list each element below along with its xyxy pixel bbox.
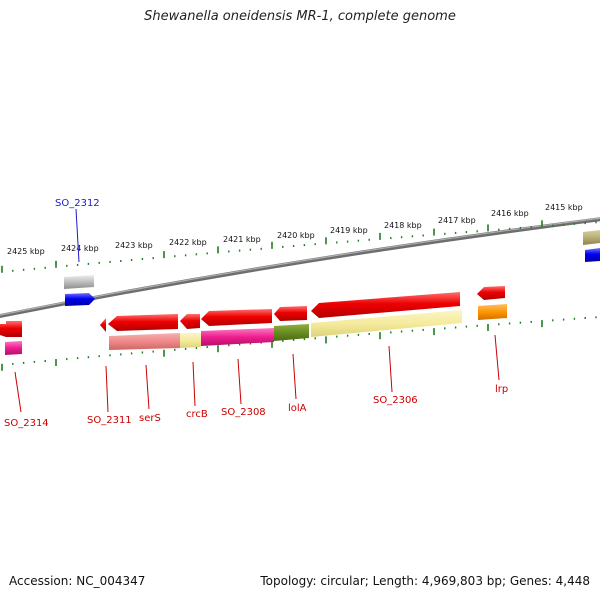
leader-so2314 [14, 371, 22, 413]
kbp-label: 2415 kbp [545, 203, 583, 212]
topology-text: Topology: circular; Length: 4,969,803 bp… [260, 574, 590, 588]
gene-so2306-feature[interactable] [311, 310, 462, 337]
inner-tick-ring [1, 316, 597, 371]
label-leader-lines [14, 208, 500, 413]
leader-sers [145, 364, 150, 410]
label-so2311[interactable]: SO_2311 [87, 415, 132, 426]
forward-strand-genes [64, 230, 600, 306]
gene-lrp-feature[interactable] [478, 304, 507, 320]
gene-so2311-arrow[interactable] [100, 318, 106, 332]
leader-so2312 [75, 208, 80, 263]
kbp-label: 2422 kbp [169, 238, 207, 247]
gene-sers-arrow[interactable] [108, 314, 178, 331]
gene-so2308-feature[interactable] [201, 328, 274, 346]
map-title: Shewanella oneidensis MR-1, complete gen… [144, 9, 456, 24]
outer-tick-ring [1, 220, 597, 273]
leader-crcb [192, 361, 196, 407]
reverse-strand-genes [0, 286, 507, 355]
label-so2306[interactable]: SO_2306 [373, 395, 418, 406]
label-so2312[interactable]: SO_2312 [55, 198, 100, 209]
kbp-label: 2419 kbp [330, 226, 368, 235]
kbp-label: 2420 kbp [277, 231, 315, 240]
gene-crcb-arrow[interactable] [180, 314, 200, 329]
gene-crcb-feature[interactable] [180, 333, 201, 348]
gene-sers-feature[interactable] [109, 333, 180, 350]
label-so2308[interactable]: SO_2308 [221, 407, 266, 418]
kbp-label: 2418 kbp [384, 221, 422, 230]
gene-iola-feature[interactable] [274, 324, 309, 341]
leader-so2308 [237, 358, 242, 405]
leader-so2311 [105, 365, 109, 413]
accession-text: Accession: NC_004347 [9, 574, 146, 588]
gene-labels: SO_2312 SO_2314 SO_2311 serS crcB SO_230… [4, 198, 508, 429]
gene-so2314-arrow[interactable] [0, 321, 22, 337]
gene-so2308-arrow[interactable] [201, 309, 272, 326]
gene-so2314-feature[interactable] [5, 341, 22, 355]
label-iola[interactable]: lolA [288, 403, 307, 414]
kbp-label: 2421 kbp [223, 235, 261, 244]
gene-iola-arrow[interactable] [274, 306, 307, 321]
gene-so2312-arrow[interactable] [65, 293, 95, 306]
kbp-scale-labels: 2425 kbp 2424 kbp 2423 kbp 2422 kbp 2421… [7, 203, 583, 256]
gene-so2312-feature[interactable] [64, 275, 94, 289]
kbp-label: 2423 kbp [115, 241, 153, 250]
kbp-label: 2425 kbp [7, 247, 45, 256]
label-crcb[interactable]: crcB [186, 409, 208, 420]
gene-right-khaki-feature[interactable] [583, 230, 600, 245]
gene-so2306-arrow[interactable] [311, 292, 460, 318]
kbp-label: 2416 kbp [491, 209, 529, 218]
leader-iola [292, 353, 297, 400]
kbp-label: 2424 kbp [61, 244, 99, 253]
gene-right-blue-arrow[interactable] [585, 248, 600, 262]
leader-so2306 [388, 345, 393, 393]
gene-lrp-arrow[interactable] [477, 286, 505, 300]
leader-lrp [494, 334, 500, 381]
label-lrp[interactable]: lrp [495, 384, 508, 395]
label-so2314[interactable]: SO_2314 [4, 418, 49, 429]
kbp-label: 2417 kbp [438, 216, 476, 225]
label-sers[interactable]: serS [139, 413, 161, 424]
